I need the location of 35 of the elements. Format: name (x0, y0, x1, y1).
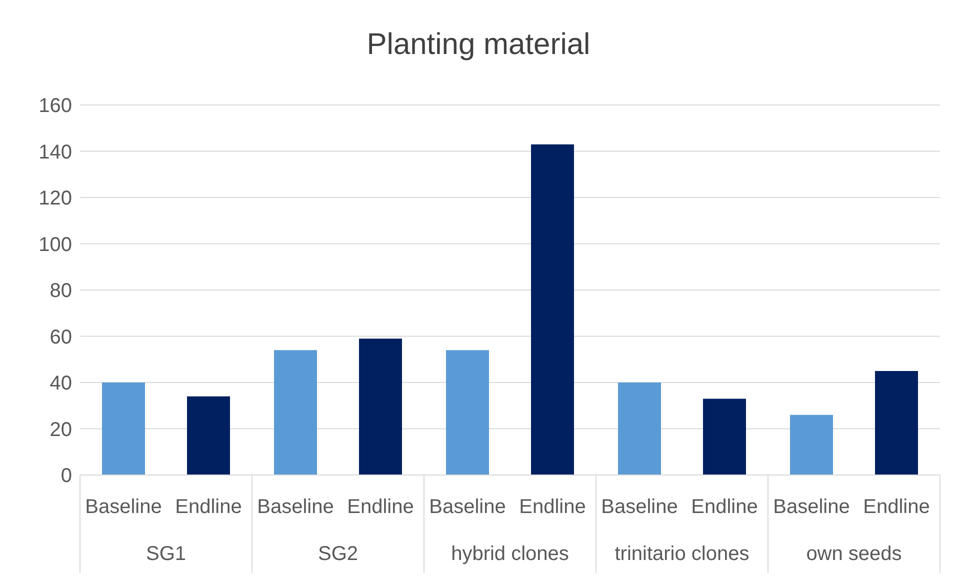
y-tick-label: 120 (38, 188, 72, 210)
bar (790, 414, 833, 475)
text: Endline (691, 496, 758, 518)
y-tick-label: 0 (60, 465, 72, 488)
text: Baseline (773, 496, 850, 518)
text: Endline (519, 496, 586, 518)
text: Baseline (429, 496, 506, 518)
bar (875, 370, 918, 475)
y-tick-label: 100 (38, 234, 72, 256)
series-label: Endline (175, 496, 242, 518)
bar (359, 338, 402, 475)
y-tick-label: 160 (38, 95, 72, 118)
bar (618, 382, 661, 475)
x-tick-label: SG2 (318, 543, 358, 565)
y-tick-label: 40 (50, 372, 72, 395)
bar (446, 350, 489, 475)
chart-title: Planting material (366, 28, 592, 62)
bar (703, 398, 746, 475)
x-tick-label: SG1 (146, 543, 186, 565)
text: Baseline (257, 496, 334, 518)
x-tick-label: trinitario clones (614, 543, 750, 565)
y-tick-label: 20 (50, 418, 72, 441)
series-label: Baseline (85, 496, 162, 518)
bar (531, 144, 574, 475)
bar (187, 396, 230, 475)
text: Endline (863, 496, 930, 518)
x-tick-label: own seeds (806, 543, 902, 565)
text: Endline (347, 496, 414, 518)
bar (274, 350, 317, 475)
bar (102, 382, 145, 475)
y-tick-label: 80 (50, 280, 72, 302)
text: Baseline (601, 496, 678, 518)
y-tick-label: 140 (38, 141, 72, 164)
x-tick-label: hybrid clones (451, 543, 569, 565)
y-tick-label: 60 (50, 326, 72, 348)
